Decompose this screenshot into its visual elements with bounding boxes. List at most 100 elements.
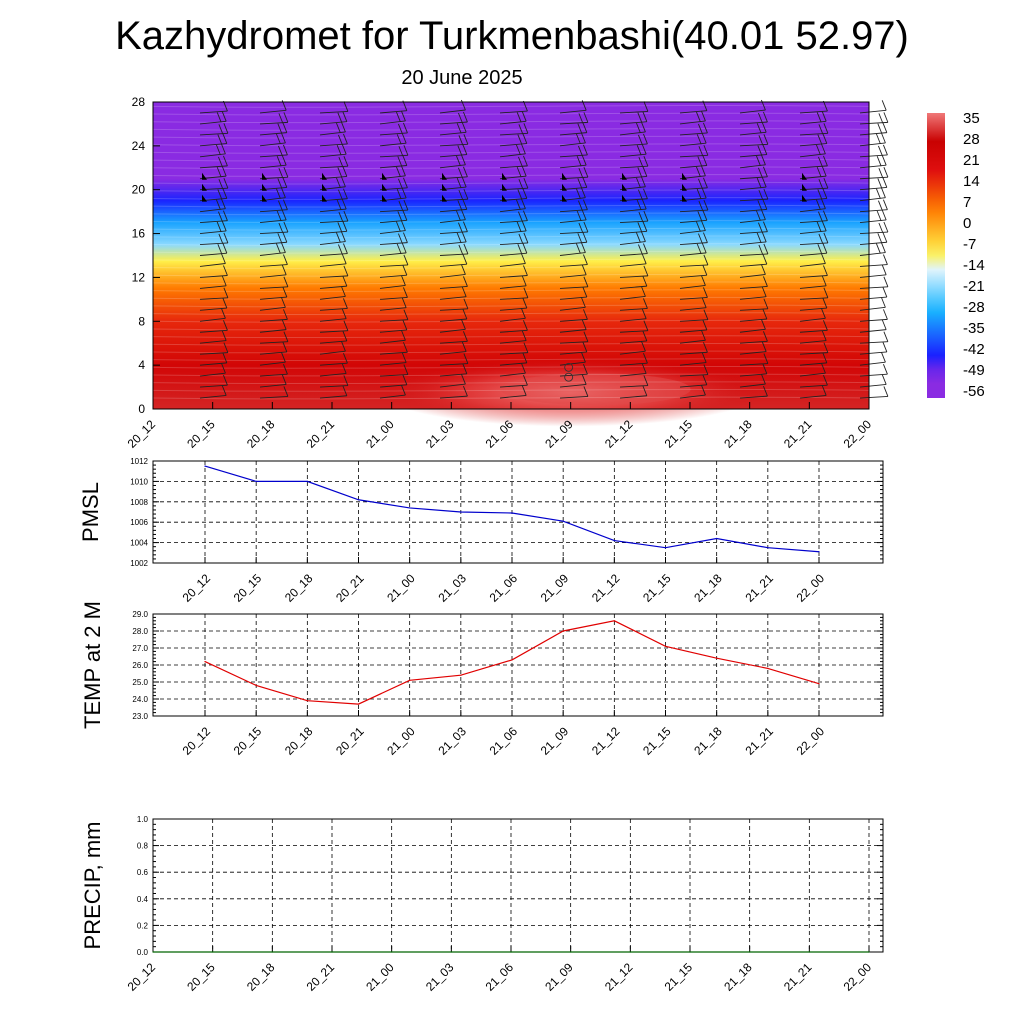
wind-barb-feather [761,122,767,133]
wind-barb [619,330,648,344]
isotherm-line [152,304,870,308]
wind-barb-staff [199,285,227,289]
wind-barb-staff [499,120,527,125]
isotherm-line [152,373,870,377]
wind-barb [379,122,408,136]
wind-barb-feather [283,144,288,156]
wind-barb [559,286,588,300]
wind-barb-feather [523,155,528,167]
wind-barb-staff [379,132,408,136]
wind-barb-feather [403,232,408,243]
wind-barb-staff [859,164,887,169]
wind-barb-staff [379,219,407,224]
data-point [306,700,308,702]
wind-barb [379,287,408,300]
wind-barb-feather [518,211,523,222]
wind-barb-feather [462,363,468,374]
wind-barb-pennant [382,172,387,180]
wind-barb-feather [575,133,581,145]
wind-barb-feather [583,254,588,265]
wind-barb [439,341,467,355]
wind-barb-feather [523,287,529,298]
calm-wind-circle [564,362,574,372]
wind-barb-staff [259,329,287,333]
wind-barb-feather [763,243,769,255]
wind-barb [319,133,348,147]
wind-barb-staff [319,110,348,114]
wind-barb-feather [582,286,588,298]
wind-barb-feather [641,363,647,374]
wind-barb [559,319,587,333]
wind-barb-staff [379,230,406,235]
x-tick-label: 21_06 [483,960,517,994]
wind-barb-feather [341,253,347,265]
wind-barb-staff [619,385,648,388]
wind-barb-feather [223,210,228,221]
wind-barb-feather [523,177,529,189]
wind-barb-staff [199,165,228,169]
wind-barb [559,374,587,388]
x-tick-label: 20_18 [244,960,278,994]
wind-barb-feather [340,231,346,242]
wind-barb-pennant [502,194,507,202]
wind-barb [499,374,528,388]
x-tick-label: 21_21 [742,724,776,758]
wind-barb-feather [342,330,348,342]
x-tick-label: 21_15 [640,571,674,605]
wind-barb [859,144,888,158]
wind-barb-staff [379,209,408,213]
wind-barb-feather [400,384,406,396]
x-tick-label: 20_12 [125,960,159,994]
wind-barb-feather [756,232,762,244]
wind-barb-staff [679,209,708,213]
wind-barb-feather [218,124,224,135]
wind-barb-staff [859,318,888,322]
wind-barb-staff [379,296,408,300]
data-point [511,659,513,661]
wind-barb-feather [758,167,763,178]
wind-barb-feather [398,146,404,157]
wind-barb-feather [398,200,404,212]
x-tick-label: 21_21 [742,571,776,605]
wind-barb-feather [755,210,761,221]
wind-barb [559,187,586,202]
wind-barb-feather [283,309,288,320]
wind-barb-staff [679,362,707,366]
wind-barb-staff [199,384,228,388]
wind-barb [379,232,408,245]
wind-barb-feather [818,124,824,135]
wind-barb-feather [758,112,763,124]
wind-barb-feather [398,178,403,189]
y-tick-label: 4 [138,358,145,372]
wind-barb-feather [463,166,468,177]
wind-barb [499,342,529,355]
wind-barb [379,210,408,224]
wind-barb-staff [259,306,286,311]
wind-barb [619,275,648,289]
wind-barb [319,188,348,202]
wind-barb-feather [763,111,768,123]
isotherm-line [152,335,870,339]
wind-barb-feather [402,319,408,331]
isotherm-line [152,327,870,331]
wind-barb [199,143,226,158]
wind-barb-pennant [802,194,807,202]
wind-barb [739,254,768,267]
wind-barb-feather [277,233,283,244]
isotherm-line [152,273,870,277]
wind-barb-staff [259,209,288,213]
wind-barb-staff [499,208,526,213]
wind-barb-feather [216,112,222,123]
wind-barb [199,342,229,355]
temperature-field [153,102,869,409]
wind-barb-staff [379,319,408,322]
wind-barb-staff [319,330,348,333]
wind-barb-staff [799,242,828,245]
wind-barb-staff [259,252,286,256]
wind-barb-feather [278,113,284,124]
wind-barb [859,154,887,169]
wind-barb [379,342,408,355]
wind-barb-feather [823,210,828,221]
x-tick-label: 21_12 [589,724,623,758]
wind-barb [499,265,528,278]
